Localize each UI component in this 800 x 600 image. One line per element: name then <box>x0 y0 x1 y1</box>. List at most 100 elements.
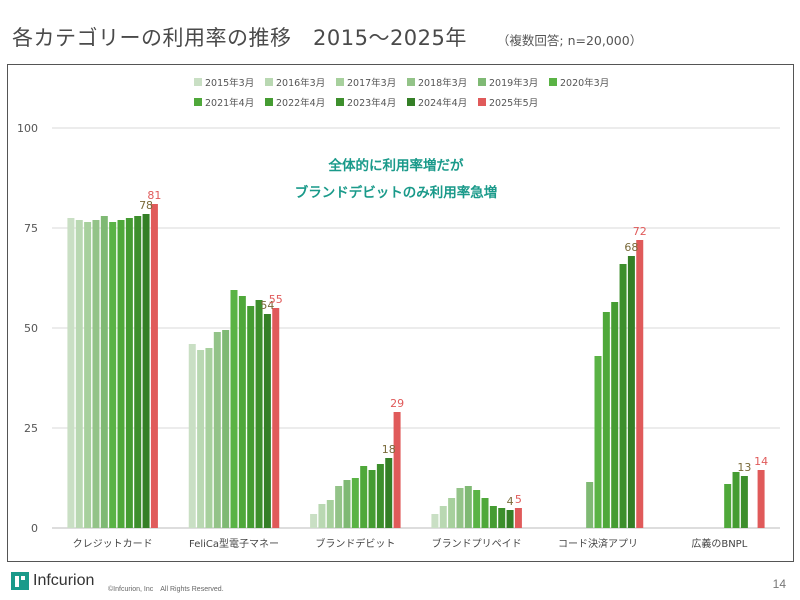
bar <box>376 464 384 528</box>
legend-label: 2025年5月 <box>489 97 538 109</box>
data-label: 72 <box>633 225 647 238</box>
bar <box>67 218 75 528</box>
legend-swatch <box>549 78 557 86</box>
bar <box>611 302 619 528</box>
data-label: 81 <box>147 189 161 202</box>
company-logo: Infcurion <box>11 572 94 590</box>
bar <box>238 296 246 528</box>
bar <box>439 506 447 528</box>
y-tick-label: 75 <box>24 222 38 235</box>
bar <box>431 514 439 528</box>
legend-label: 2024年4月 <box>418 97 467 109</box>
bar <box>84 222 92 528</box>
legend-label: 2023年4月 <box>347 97 396 109</box>
bar <box>627 256 635 528</box>
bar <box>456 488 464 528</box>
bar <box>757 470 765 528</box>
data-label: 29 <box>390 397 404 410</box>
chart-frame: 0 25 50 75 100 クレジットカード FeliCa型電子マネー ブランドデビット ブラ… <box>7 64 794 562</box>
bar <box>619 264 627 528</box>
x-tick-label: 広義のBNPL <box>691 537 747 550</box>
legend-label: 2017年3月 <box>347 77 396 89</box>
legend-label: 2016年3月 <box>276 77 325 89</box>
bar <box>100 216 108 528</box>
legend-swatch <box>478 78 486 86</box>
y-tick-label: 100 <box>17 122 38 135</box>
logo-mark-icon <box>11 572 29 590</box>
logo-text: Infcurion <box>33 572 95 589</box>
bar <box>393 412 401 528</box>
y-tick-label: 25 <box>24 422 38 435</box>
bar <box>594 356 602 528</box>
legend-swatch <box>407 98 415 106</box>
legend-swatch <box>194 78 202 86</box>
legend-swatch <box>407 78 415 86</box>
x-tick-label: FeliCa型電子マネー <box>189 537 279 550</box>
page-title: 各カテゴリーの利用率の推移 2015～2025年 <box>12 26 467 50</box>
bar-chart: 0 25 50 75 100 クレジットカード FeliCa型電子マネー ブランドデビット ブラ… <box>17 77 780 550</box>
bar <box>255 300 263 528</box>
data-label: 68 <box>624 241 638 254</box>
bar <box>498 508 506 528</box>
data-label: 78 <box>139 199 153 212</box>
bar <box>514 508 522 528</box>
legend-swatch <box>265 78 273 86</box>
bar <box>506 510 514 528</box>
bar <box>150 204 158 528</box>
bar <box>724 484 732 528</box>
bar <box>213 332 221 528</box>
bar <box>385 458 393 528</box>
data-label: 55 <box>269 293 283 306</box>
data-label: 54 <box>260 299 274 312</box>
bar <box>732 472 740 528</box>
legend-label: 2018年3月 <box>418 77 467 89</box>
bar <box>318 504 326 528</box>
bar <box>335 486 343 528</box>
bar <box>310 514 318 528</box>
x-tick-label: ブランドプリペイド <box>432 537 522 550</box>
legend-swatch <box>336 98 344 106</box>
x-tick-label: ブランドデビット <box>315 537 395 550</box>
bar <box>247 306 255 528</box>
bar <box>481 498 489 528</box>
page-number: 14 <box>772 577 786 591</box>
bar <box>272 308 280 528</box>
legend-label: 2020年3月 <box>560 77 609 89</box>
data-label: 4 <box>507 495 514 508</box>
bar <box>75 220 83 528</box>
bar <box>326 500 334 528</box>
bar <box>602 312 610 528</box>
bar <box>263 314 271 528</box>
bar <box>134 216 142 528</box>
bar <box>222 330 230 528</box>
legend-label: 2022年4月 <box>276 97 325 109</box>
legend-label: 2015年3月 <box>205 77 254 89</box>
bar <box>142 214 150 528</box>
bar <box>464 486 472 528</box>
bar <box>188 344 196 528</box>
bar <box>351 478 359 528</box>
bar <box>368 470 376 528</box>
legend-label: 2019年3月 <box>489 77 538 89</box>
legend-swatch <box>478 98 486 106</box>
bar <box>117 220 125 528</box>
chart-annotation: 全体的に利用率増だが <box>328 157 464 174</box>
legend-swatch <box>194 98 202 106</box>
title-row: 各カテゴリーの利用率の推移 2015～2025年 （複数回答; n=20,000… <box>12 22 642 52</box>
chart-annotation: ブランドデビットのみ利用率急増 <box>295 184 498 201</box>
data-label: 14 <box>754 455 768 468</box>
x-tick-label: コード決済アプリ <box>558 537 638 550</box>
bar <box>473 490 481 528</box>
legend-swatch <box>336 78 344 86</box>
x-tick-label: クレジットカード <box>73 538 153 550</box>
copyright-text: ©Infcurion, Inc All Rights Reserved. <box>108 586 224 593</box>
bar <box>92 220 100 528</box>
y-tick-label: 0 <box>31 522 38 535</box>
bar <box>586 482 594 528</box>
bar <box>740 476 748 528</box>
bar <box>230 290 238 528</box>
bar <box>205 348 213 528</box>
bar <box>197 350 205 528</box>
bar <box>489 506 497 528</box>
bar <box>109 222 117 528</box>
